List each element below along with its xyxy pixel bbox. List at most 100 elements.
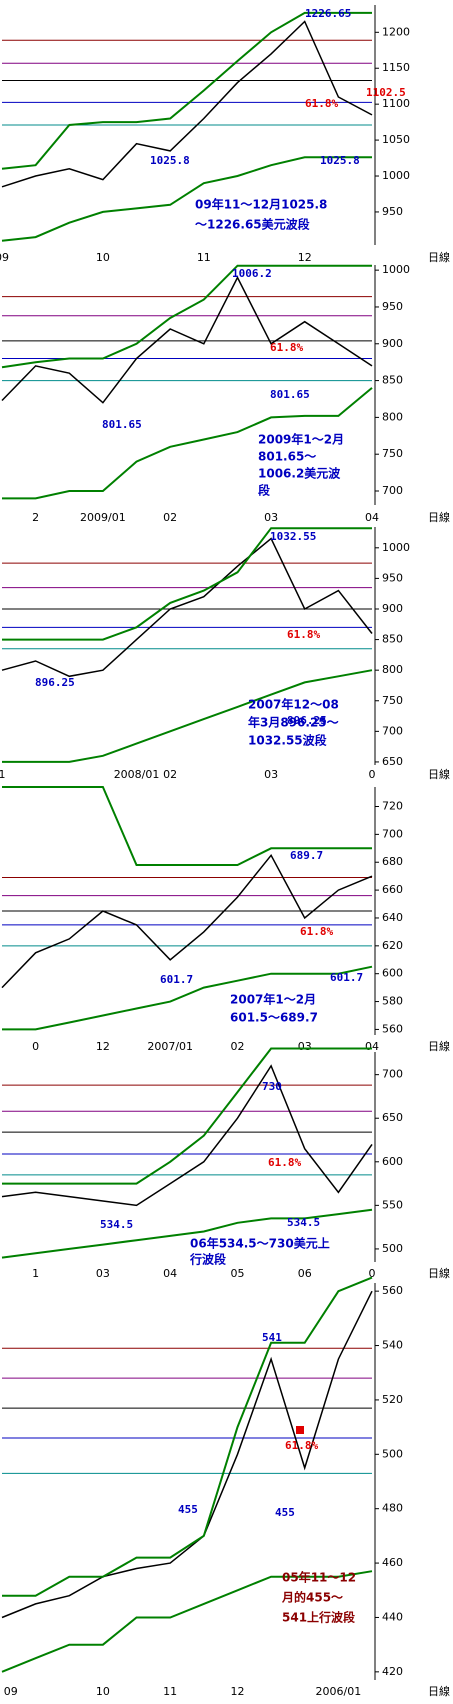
- y-tick-label: 640: [382, 911, 403, 924]
- note-text: 801.65～: [258, 450, 316, 464]
- annotation: 455: [275, 1506, 295, 1519]
- note-text: 年3月896.25～: [248, 715, 339, 730]
- x-tick-label: 2009/01: [80, 511, 126, 524]
- note-text: 1006.2美元波: [258, 466, 341, 481]
- y-tick-label: 460: [382, 1556, 403, 1569]
- y-tick-label: 1150: [382, 61, 410, 74]
- note-text: 06年534.5～730美元上: [190, 1236, 330, 1251]
- y-tick-label: 900: [382, 337, 403, 350]
- y-tick-label: 950: [382, 205, 403, 218]
- envelope-line: [2, 669, 373, 763]
- note-text: 1032.55波段: [248, 733, 328, 748]
- annotation: 1226.65: [305, 7, 351, 20]
- x-tick-label: 0: [32, 1040, 39, 1053]
- annotation: 534.5: [287, 1216, 320, 1229]
- y-tick-label: 580: [382, 995, 403, 1008]
- x-tick-label: 09: [0, 251, 9, 264]
- y-tick-label: 800: [382, 410, 403, 423]
- x-tick-label: 02: [163, 768, 177, 781]
- axis-label: 日線: [428, 1266, 450, 1280]
- annotation: 61.8%: [300, 925, 333, 938]
- x-tick-label: 10: [96, 1685, 110, 1698]
- y-tick-label: 560: [382, 1022, 403, 1035]
- axis-label: 日線: [428, 250, 450, 264]
- annotation: 801.65: [102, 418, 142, 431]
- x-tick-label: 1: [0, 768, 6, 781]
- y-tick-label: 900: [382, 602, 403, 615]
- envelope-line: [1, 1208, 373, 1259]
- x-tick-label: 03: [264, 768, 278, 781]
- envelope-line: [2, 1276, 373, 1597]
- axis-label: 日線: [428, 510, 450, 524]
- x-tick-label: 03: [298, 1040, 312, 1053]
- x-tick-label: 0: [369, 1267, 376, 1280]
- y-tick-label: 480: [382, 1502, 403, 1515]
- y-tick-label: 650: [382, 1111, 403, 1124]
- price-line: [1, 537, 373, 678]
- price-line: [1, 275, 373, 404]
- annotation: 1102.5: [366, 86, 406, 99]
- note-text: 05年11～12: [282, 1570, 356, 1585]
- envelope-line: [2, 387, 373, 500]
- x-tick-label: 04: [163, 1267, 177, 1280]
- annotation: 61.8%: [270, 341, 303, 354]
- x-tick-label: 04: [365, 1040, 379, 1053]
- annotation: 1025.8: [150, 154, 190, 167]
- annotation: 541: [262, 1331, 282, 1344]
- envelope-line: [1, 11, 372, 170]
- y-tick-label: 1000: [382, 169, 410, 182]
- y-tick-label: 700: [382, 724, 403, 737]
- note-text: 541上行波段: [282, 1610, 356, 1625]
- x-tick-label: 10: [96, 251, 110, 264]
- y-tick-label: 520: [382, 1393, 403, 1406]
- y-tick-label: 440: [382, 1610, 403, 1623]
- annotation: 61.8%: [285, 1439, 318, 1452]
- y-tick-label: 850: [382, 374, 403, 387]
- annotation: 601.7: [330, 971, 363, 984]
- x-tick-label: 05: [230, 1267, 244, 1280]
- y-tick-label: 420: [382, 1665, 403, 1678]
- y-tick-label: 680: [382, 855, 403, 868]
- x-tick-label: 0: [369, 768, 376, 781]
- x-tick-label: 04: [365, 511, 379, 524]
- y-tick-label: 600: [382, 1155, 403, 1168]
- annotation: 896.25: [287, 714, 327, 727]
- marker-square: [296, 1426, 304, 1434]
- note-text: 行波段: [189, 1252, 227, 1267]
- y-tick-label: 620: [382, 939, 403, 952]
- y-tick-label: 750: [382, 694, 403, 707]
- envelope-line: [1, 156, 372, 242]
- x-tick-label: 11: [163, 1685, 177, 1698]
- y-tick-label: 560: [382, 1284, 403, 1297]
- x-tick-label: 08 09: [0, 1685, 18, 1698]
- x-tick-label: 1: [32, 1267, 39, 1280]
- x-tick-label: 2007/01: [147, 1040, 193, 1053]
- y-tick-label: 950: [382, 571, 403, 584]
- x-tick-label: 12: [298, 251, 312, 264]
- y-tick-label: 950: [382, 300, 403, 313]
- x-tick-label: 12: [230, 1685, 244, 1698]
- note-text: 2007年12～08: [248, 697, 339, 712]
- x-tick-label: 03: [96, 1267, 110, 1280]
- envelope-line: [2, 965, 373, 1031]
- axis-label: 日線: [428, 1039, 450, 1053]
- note-text: 2007年1～2月: [230, 992, 316, 1007]
- y-tick-label: 1000: [382, 263, 410, 276]
- y-tick-label: 540: [382, 1339, 403, 1352]
- price-line: [1, 853, 373, 989]
- y-tick-label: 850: [382, 633, 403, 646]
- price-line: [1, 1290, 373, 1619]
- annotation: 61.8%: [287, 628, 320, 641]
- x-tick-label: 2008/01: [114, 768, 160, 781]
- axis-label: 日線: [428, 1684, 450, 1698]
- annotation: 455: [178, 1503, 198, 1516]
- annotation: 1006.2: [232, 267, 272, 280]
- annotation: 601.7: [160, 973, 193, 986]
- axis-label: 日線: [428, 767, 450, 781]
- y-tick-label: 800: [382, 663, 403, 676]
- note-text: ～1226.65美元波段: [195, 217, 311, 232]
- envelope-line: [1, 1570, 373, 1673]
- note-text: 2009年1～2月: [258, 432, 344, 447]
- y-tick-label: 1200: [382, 25, 410, 38]
